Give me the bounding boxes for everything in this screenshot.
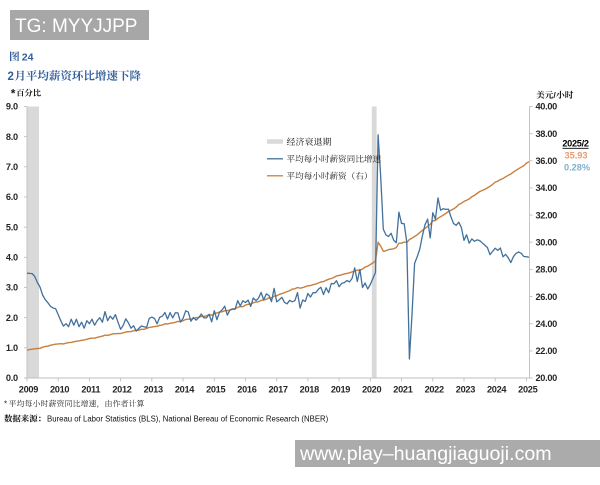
svg-text:2021: 2021	[393, 384, 412, 394]
svg-text:0.0: 0.0	[6, 373, 18, 383]
svg-text:9.0: 9.0	[6, 102, 18, 112]
svg-text:2018: 2018	[300, 384, 319, 394]
svg-text:8.0: 8.0	[6, 132, 18, 142]
svg-text:TG: MYYJJPP: TG: MYYJJPP	[15, 16, 137, 37]
svg-text:*: *	[4, 400, 7, 409]
svg-text:20.00: 20.00	[536, 373, 558, 383]
svg-text:35.93: 35.93	[565, 151, 588, 161]
svg-text:38.00: 38.00	[536, 129, 558, 139]
svg-text:2014: 2014	[175, 384, 195, 394]
svg-text:2023: 2023	[456, 384, 475, 394]
svg-text:22.00: 22.00	[536, 346, 558, 356]
svg-text:2020: 2020	[362, 384, 381, 394]
svg-text:2011: 2011	[81, 384, 100, 394]
svg-text:36.00: 36.00	[536, 156, 558, 166]
svg-text:2012: 2012	[112, 384, 131, 394]
svg-text:2009: 2009	[19, 384, 38, 394]
svg-text:*: *	[11, 87, 16, 101]
svg-text:2013: 2013	[144, 384, 163, 394]
svg-text:5.0: 5.0	[6, 222, 18, 232]
svg-text:6.0: 6.0	[6, 192, 18, 202]
svg-text:2: 2	[8, 71, 14, 83]
svg-text:3.0: 3.0	[6, 283, 18, 293]
svg-text:/: /	[553, 90, 556, 100]
svg-text:2017: 2017	[268, 384, 287, 394]
svg-text:1.0: 1.0	[6, 343, 18, 353]
svg-text:2.0: 2.0	[6, 313, 18, 323]
svg-text:4.0: 4.0	[6, 253, 18, 263]
svg-text:40.00: 40.00	[536, 102, 558, 112]
svg-text:2019: 2019	[331, 384, 350, 394]
svg-text:2024: 2024	[487, 384, 507, 394]
svg-text:28.00: 28.00	[536, 265, 558, 275]
svg-text:32.00: 32.00	[536, 210, 558, 220]
svg-text:0.28%: 0.28%	[564, 163, 590, 173]
svg-text:2025/2: 2025/2	[562, 139, 588, 149]
svg-text:2022: 2022	[425, 384, 444, 394]
svg-text:2015: 2015	[206, 384, 225, 394]
svg-text:24: 24	[22, 51, 34, 63]
svg-text:26.00: 26.00	[536, 292, 558, 302]
svg-text:www.play–huangjiaguoji.com: www.play–huangjiaguoji.com	[299, 443, 552, 465]
svg-text:34.00: 34.00	[536, 183, 558, 193]
svg-text:2010: 2010	[50, 384, 69, 394]
svg-text:24.00: 24.00	[536, 319, 558, 329]
svg-text:7.0: 7.0	[6, 162, 18, 172]
svg-text:30.00: 30.00	[536, 237, 558, 247]
svg-text:Bureau of Labor Statistics (BL: Bureau of Labor Statistics (BLS), Nation…	[47, 415, 329, 424]
svg-text:2016: 2016	[237, 384, 256, 394]
svg-text:2025: 2025	[518, 384, 537, 394]
